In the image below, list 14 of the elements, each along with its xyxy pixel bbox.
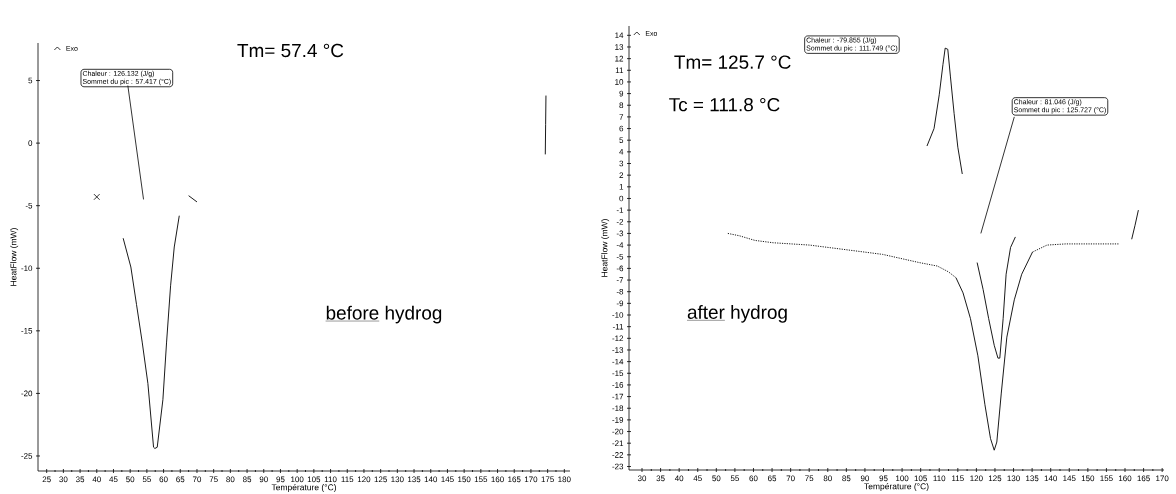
annotation: hydrog (385, 305, 442, 324)
y-axis-title: HeatFlow (mW) (601, 219, 610, 277)
annotation: Tc = 111.8 °C (669, 97, 780, 112)
line-series (122, 215, 180, 449)
x-axis-title: Température (°C) (864, 483, 929, 491)
y-axis-title: HeatFlow (mW) (10, 228, 19, 286)
line-series (976, 236, 1016, 359)
annotation: before (326, 305, 379, 320)
annotation: Tm= 125.7 °C (674, 55, 791, 69)
annotation: hydrog (731, 305, 787, 323)
line-series (926, 47, 963, 175)
annotation: after (687, 305, 725, 319)
annotation: Tm= 57.4 °C (237, 43, 344, 58)
x-axis-title: Température (°C) (271, 484, 336, 492)
